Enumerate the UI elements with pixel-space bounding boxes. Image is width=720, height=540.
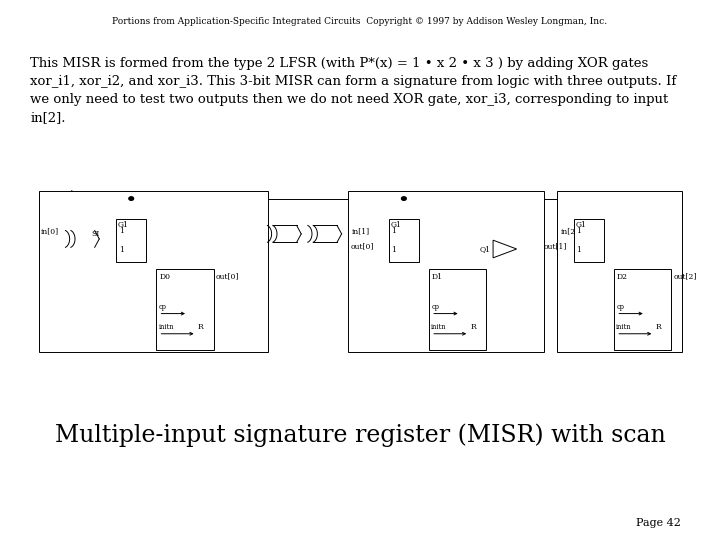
Text: Multiple-input signature register (MISR) with scan: Multiple-input signature register (MISR)… [55,424,665,448]
Text: D0: D0 [159,273,170,281]
Text: out[2]: out[2] [673,273,697,281]
Text: R: R [198,323,204,332]
Bar [429,269,486,350]
Text: in[0]: in[0] [41,227,59,235]
Text: initn: initn [616,323,631,332]
Text: SI: SI [91,230,99,238]
Text: Portions from Application-Specific Integrated Circuits  Copyright © 1997 by Addi: Portions from Application-Specific Integ… [112,17,608,26]
Text: in[2]: in[2] [560,227,578,235]
Text: G1: G1 [576,221,587,229]
Bar [116,219,146,261]
Text: in[1]: in[1] [351,227,370,235]
Text: 1: 1 [577,246,582,254]
Text: cp: cp [616,303,624,311]
Text: out[0]: out[0] [351,242,374,251]
Text: cp: cp [431,303,439,311]
Text: 1: 1 [577,227,582,235]
Text: out[1]: out[1] [544,242,567,251]
Circle shape [129,197,134,200]
Bar [39,191,268,353]
Bar [614,269,672,350]
Bar [574,219,604,261]
Text: This MISR is formed from the type 2 LFSR (with P*(x) = 1 • x 2 • x 3 ) by adding: This MISR is formed from the type 2 LFSR… [30,57,677,124]
Text: scan_selectn: scan_selectn [42,189,91,197]
Text: initn: initn [431,323,446,332]
Text: D2: D2 [617,273,628,281]
Circle shape [402,197,406,200]
Text: initn: initn [158,323,174,332]
Text: cp: cp [158,303,166,311]
Bar [557,191,682,353]
Text: 1: 1 [392,227,396,235]
Bar [389,219,419,261]
Bar [348,191,544,353]
Text: 1: 1 [119,227,124,235]
Text: G1: G1 [118,221,129,229]
Text: D1: D1 [432,273,443,281]
Text: 1: 1 [392,246,396,254]
Bar [156,269,214,350]
Text: Page 42: Page 42 [636,518,681,528]
Text: 1: 1 [119,246,124,254]
Text: R: R [655,323,661,332]
Text: R: R [470,323,476,332]
Text: Q1: Q1 [480,245,491,253]
Polygon shape [493,240,517,258]
Text: out[0]: out[0] [216,273,239,281]
Text: G1: G1 [391,221,402,229]
